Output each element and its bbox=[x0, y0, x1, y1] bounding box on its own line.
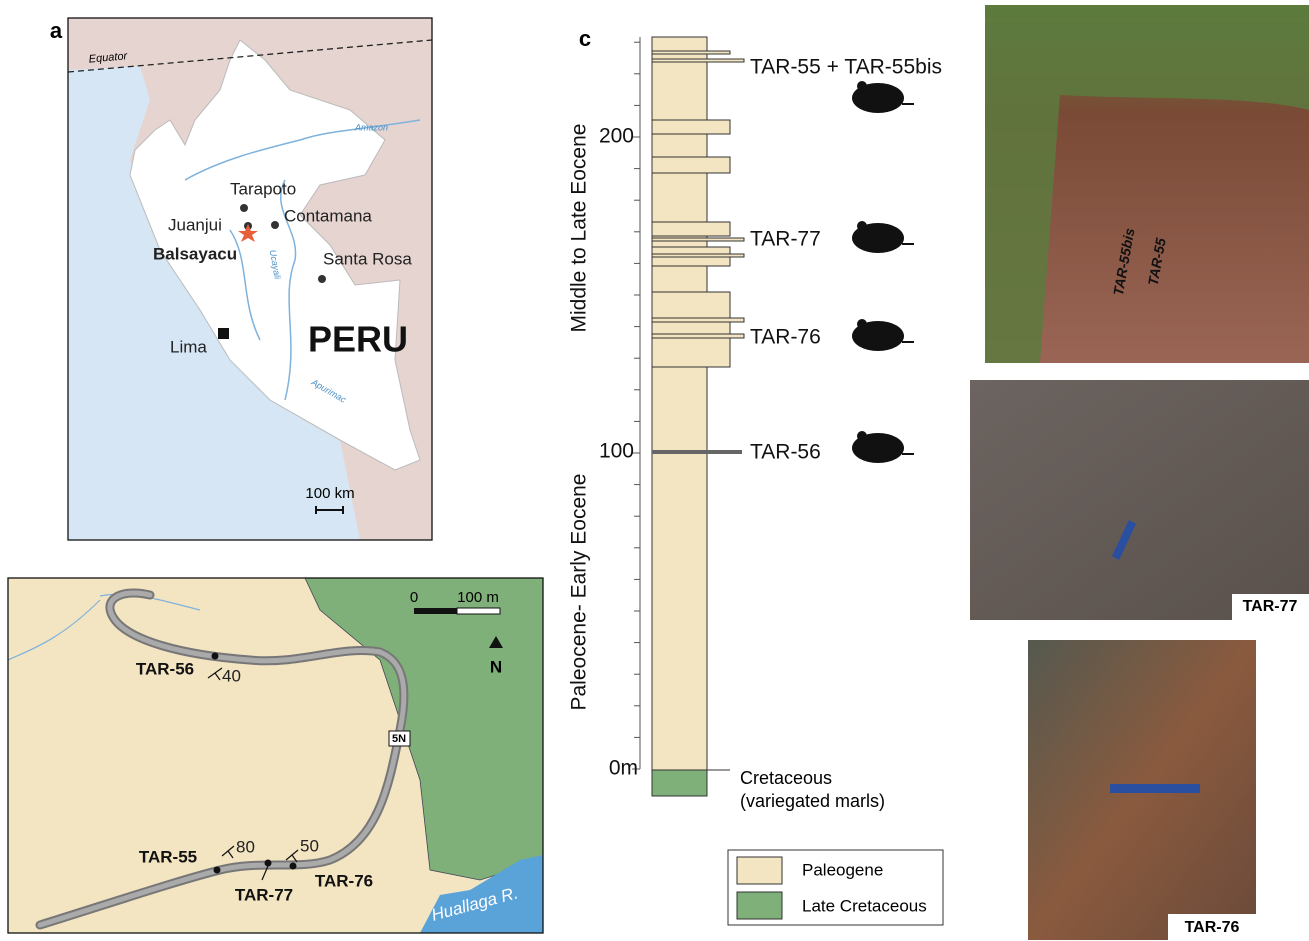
river-label: Amazon bbox=[354, 122, 388, 132]
road-label: 5N bbox=[392, 733, 406, 745]
place-label: Balsayacu bbox=[153, 244, 237, 263]
photo-label: TAR-76 bbox=[1185, 919, 1240, 936]
locality bbox=[214, 867, 221, 874]
tick-label: 200 bbox=[599, 125, 634, 148]
panel-c: c 200 100 0m Middle to Late Eocene Paleo… bbox=[568, 26, 943, 925]
place-label: Santa Rosa bbox=[323, 249, 412, 268]
north-label: N bbox=[490, 657, 502, 676]
locality-label: TAR-55 bbox=[139, 847, 197, 866]
base-label: Cretaceous bbox=[740, 768, 832, 788]
locality-label: TAR-77 bbox=[235, 885, 293, 904]
legend-label: Paleogene bbox=[802, 860, 883, 879]
photos: TAR-55bis TAR-55 TAR-77 TAR-76 bbox=[970, 5, 1309, 941]
place-label: Tarapoto bbox=[230, 179, 296, 198]
country-label: PERU bbox=[308, 319, 408, 360]
town bbox=[271, 221, 279, 229]
scale-label: 0 bbox=[410, 589, 418, 606]
scale-bar bbox=[457, 608, 500, 614]
town bbox=[240, 204, 248, 212]
photo-label: TAR-77 bbox=[1243, 598, 1298, 615]
sample-label: TAR-55 + TAR-55bis bbox=[750, 56, 942, 79]
scale-label: 100 m bbox=[457, 589, 499, 606]
place-label: Contamana bbox=[284, 206, 372, 225]
sample-label: TAR-77 bbox=[750, 228, 821, 251]
bed-dark bbox=[652, 450, 742, 454]
locality bbox=[265, 860, 272, 867]
hammer bbox=[1110, 784, 1200, 793]
dip-label: 50 bbox=[300, 836, 319, 855]
paleogene-column bbox=[652, 37, 707, 770]
place-label: Juanjui bbox=[168, 215, 222, 234]
capital bbox=[218, 328, 229, 339]
locality bbox=[212, 653, 219, 660]
town bbox=[318, 275, 326, 283]
interval-label: Paleocene- Early Eocene bbox=[568, 474, 591, 711]
figure: a Equator Amazon Ucayali Apurimac Tarapo… bbox=[0, 0, 1309, 941]
dip-label: 40 bbox=[222, 666, 241, 685]
locality-label: TAR-76 bbox=[315, 871, 373, 890]
panel-b: b 5N TAR-56 TAR-55 TAR-77 TAR-76 40 80 5… bbox=[8, 578, 543, 933]
legend-label: Late Cretaceous bbox=[802, 896, 927, 915]
rodent-icons bbox=[852, 81, 914, 463]
cretaceous-column bbox=[652, 770, 707, 796]
scale-bar bbox=[414, 608, 457, 614]
locality-label: TAR-56 bbox=[136, 659, 194, 678]
locality bbox=[290, 863, 297, 870]
legend-swatch bbox=[737, 892, 782, 919]
dip-label: 80 bbox=[236, 837, 255, 856]
tick-label: 0m bbox=[609, 757, 638, 780]
sample-label: TAR-76 bbox=[750, 326, 821, 349]
scale-label: 100 km bbox=[305, 485, 354, 502]
legend-swatch bbox=[737, 857, 782, 884]
sample-label: TAR-56 bbox=[750, 441, 821, 464]
interval-label: Middle to Late Eocene bbox=[568, 124, 591, 333]
base-label: (variegated marls) bbox=[740, 791, 885, 811]
panel-label: c bbox=[579, 26, 591, 51]
panel-label: a bbox=[50, 18, 63, 43]
photo bbox=[970, 380, 1309, 620]
place-label: Lima bbox=[170, 337, 207, 356]
panel-a: a Equator Amazon Ucayali Apurimac Tarapo… bbox=[50, 18, 432, 540]
tick-label: 100 bbox=[599, 440, 634, 463]
